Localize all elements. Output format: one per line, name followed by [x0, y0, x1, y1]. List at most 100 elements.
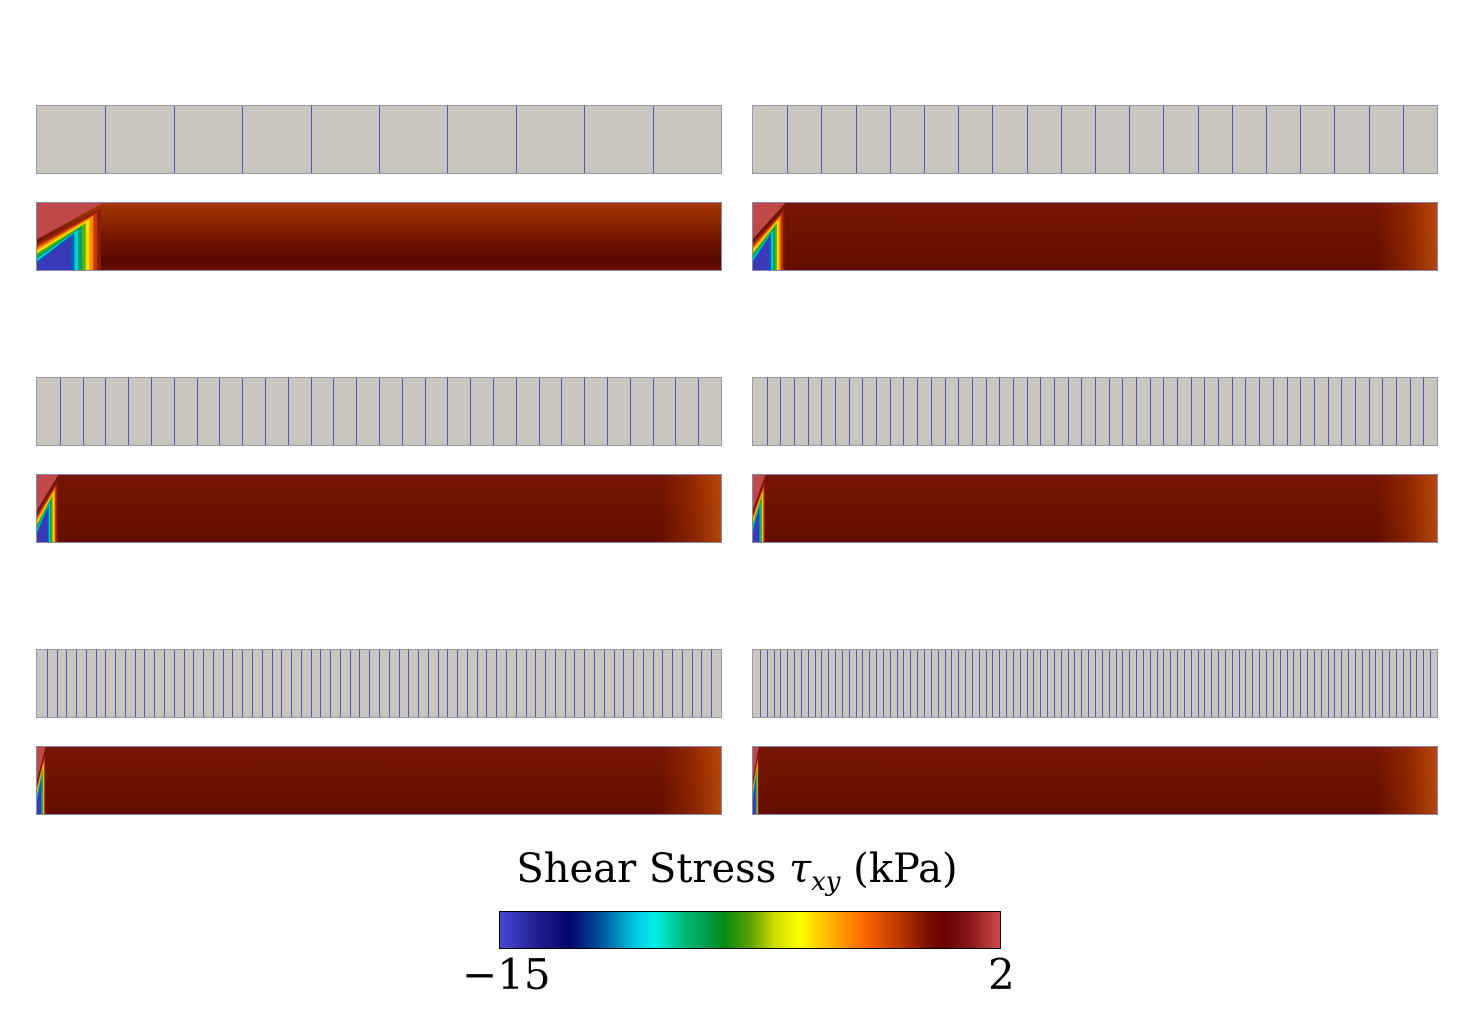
mesh-element-boundary [1300, 650, 1302, 717]
mesh-element-boundary [1409, 650, 1411, 717]
mesh-element-boundary [457, 650, 459, 717]
mesh-element-boundary [1026, 106, 1028, 173]
mesh-element-boundary [134, 650, 136, 717]
mesh-element-boundary [242, 106, 244, 173]
stress-field-svg [36, 474, 722, 543]
mesh-element-boundary [1327, 650, 1329, 717]
mesh-element-boundary [1211, 650, 1213, 717]
mesh-element-boundary [59, 378, 61, 445]
field-outline [36, 474, 722, 543]
mesh-element-boundary [1129, 106, 1131, 173]
mesh-element-boundary [1368, 106, 1370, 173]
mesh-element-boundary [349, 650, 351, 717]
mesh-element-boundary [369, 650, 371, 717]
mesh-element-boundary [427, 650, 429, 717]
mesh-element-boundary [242, 378, 244, 445]
mesh-element-boundary [1272, 378, 1274, 445]
field-outline [36, 746, 722, 815]
mesh-element-boundary [814, 650, 816, 717]
mesh-element-boundary [271, 650, 273, 717]
mesh-element-boundary [506, 650, 508, 717]
mesh-element-boundary [701, 650, 703, 717]
mesh-element-boundary [958, 378, 960, 445]
stress-field-svg [752, 746, 1438, 815]
mesh-element-boundary [1231, 378, 1233, 445]
mesh-element-boundary [835, 650, 837, 717]
stress-field-base [752, 474, 1438, 543]
mesh-element-boundary [930, 378, 932, 445]
mesh-element-boundary [1266, 650, 1267, 717]
mesh-element-boundary [196, 378, 198, 445]
left-end-concentration-band [752, 508, 759, 543]
mesh-element-boundary [476, 650, 478, 717]
mesh-element-boundary [251, 650, 253, 717]
right-end-concentration [1378, 746, 1438, 815]
mesh-element-boundary [545, 650, 547, 717]
mesh-element-boundary [800, 650, 802, 717]
mesh-element-boundary [1177, 378, 1179, 445]
mesh-element-boundary [1272, 650, 1274, 717]
colorbar-title: Shear Stress τxy (kPa) [0, 846, 1474, 897]
mesh-element-boundary [85, 650, 87, 717]
mesh-element-boundary [780, 650, 782, 717]
mesh-element-boundary [869, 650, 871, 717]
shear-stress-field [752, 474, 1438, 543]
mesh-element-boundary [1307, 650, 1309, 717]
mesh-element-boundary [554, 650, 556, 717]
mesh-element-boundary [1395, 378, 1397, 445]
mesh-element-boundary [603, 650, 605, 717]
mesh-element-boundary [1313, 378, 1315, 445]
mesh-element-boundary [672, 650, 674, 717]
mesh-element-boundary [105, 378, 107, 445]
mesh-element-boundary [486, 650, 488, 717]
mesh-element-boundary [281, 650, 283, 717]
mesh-element-boundary [538, 378, 540, 445]
left-end-concentration-band [752, 236, 770, 271]
mesh-element-boundary [105, 650, 107, 717]
mesh-element-boundary [1006, 650, 1008, 717]
mesh-element-boundary [584, 378, 586, 445]
stress-field-svg [36, 202, 722, 271]
mesh-element-boundary [320, 650, 322, 717]
mesh-element-boundary [144, 650, 146, 717]
mesh-element-boundary [1231, 650, 1233, 717]
mesh-element-boundary [917, 378, 919, 445]
mesh-element-boundary [1081, 650, 1083, 717]
mesh-element-boundary [1012, 378, 1014, 445]
mesh-element-boundary [889, 650, 891, 717]
stress-field-base [36, 746, 722, 815]
mesh-element-boundary [574, 650, 576, 717]
mesh-element-boundary [418, 650, 420, 717]
mesh-element-boundary [607, 378, 608, 445]
mesh-element-boundary [584, 650, 586, 717]
mesh-element-boundary [1259, 650, 1261, 717]
mesh-element-boundary [1033, 650, 1035, 717]
right-end-concentration [662, 746, 722, 815]
mesh-grid [752, 649, 1438, 718]
mesh-element-boundary [882, 650, 884, 717]
mesh-element-boundary [924, 106, 925, 173]
mesh-element-boundary [1341, 650, 1343, 717]
mesh-element-boundary [1163, 378, 1165, 445]
mesh-element-boundary [1026, 650, 1028, 717]
mesh-element-boundary [95, 650, 97, 717]
mesh-element-boundary [535, 650, 537, 717]
mesh-element-boundary [807, 378, 809, 445]
mesh-element-boundary [985, 378, 987, 445]
mesh-element-boundary [652, 378, 654, 445]
mesh-element-boundary [128, 378, 130, 445]
mesh-element-boundary [1409, 378, 1411, 445]
mesh-element-boundary [515, 378, 517, 445]
mesh-element-boundary [766, 650, 768, 717]
mesh-element-boundary [1156, 650, 1158, 717]
mesh-element-boundary [855, 650, 857, 717]
mesh-element-boundary [1177, 650, 1179, 717]
mesh-element-boundary [1382, 650, 1384, 717]
mesh-element-boundary [965, 650, 967, 717]
mesh-element-boundary [515, 106, 517, 173]
mesh-element-boundary [1218, 378, 1220, 445]
mesh-element-boundary [124, 650, 126, 717]
mesh-grid [752, 105, 1438, 174]
colorbar-max-label: 2 [988, 950, 1015, 999]
mesh-element-boundary [379, 106, 380, 173]
